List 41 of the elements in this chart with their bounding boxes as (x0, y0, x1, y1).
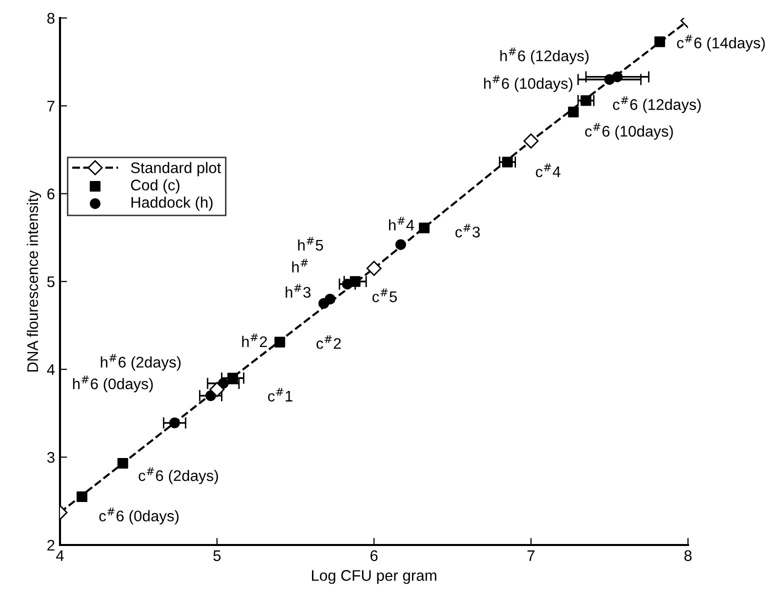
point (502, 156, 513, 168)
legend-label: Haddock (h) (132, 196, 213, 211)
y-tick-label: 2 (47, 540, 54, 551)
y-tick-label: 6 (47, 188, 54, 200)
legend-label: Cod (c) (131, 179, 180, 194)
annotation: c$^{#}$1 (268, 388, 292, 402)
annotation: c$^{#}$5 (372, 288, 397, 302)
annotation: c$^{#}$3 (455, 224, 480, 238)
annotation: c$^{#}$4 (536, 164, 560, 178)
point (209, 382, 225, 398)
annotation: c$^{#}$6 (2days) (138, 467, 218, 484)
annotation: h$^{#}$6 (0days) (73, 376, 153, 392)
annotation: h$^{#}$6 (12days) (500, 48, 589, 64)
annotation: h$^{#}$4 (389, 216, 414, 230)
point (523, 133, 539, 149)
y-axis-title: DNA flourescence intensity (26, 190, 42, 372)
y-tick-label: 5 (47, 276, 54, 288)
annotation: h$^{#}$5 (298, 236, 323, 251)
x-axis-title: Log CFU per gram (312, 570, 436, 584)
annotation: h$^{#}$3 (286, 284, 311, 298)
annotation: c$^{#}$6 (10days) (585, 123, 673, 140)
annotation: h$^{#}$6 (2days) (100, 354, 181, 371)
annotation: c$^{#}$6 (14days) (677, 34, 765, 52)
x-tick-label: 8 (684, 550, 692, 562)
point (366, 260, 382, 276)
x-tick-label: 5 (213, 550, 221, 562)
annotation: h$^{#}$ (292, 258, 308, 272)
y-tick-label: 3 (47, 452, 54, 463)
annotation: c$^{#}$6 (0days) (99, 508, 179, 524)
x-tick-label: 7 (528, 550, 534, 561)
point (568, 106, 579, 118)
y-tick-label: 8 (47, 12, 54, 24)
annotation: c$^{#}$6 (12days) (612, 96, 701, 114)
y-tick-label: 7 (47, 100, 54, 112)
legend-label: Standard plot (130, 162, 222, 176)
annotation: h$^{#}$2 (242, 333, 267, 347)
annotation: h$^{#}$6 (10days) (484, 75, 572, 92)
x-tick-label: 4 (56, 550, 64, 561)
y-tick-label: 4 (46, 364, 55, 375)
x-tick-label: 6 (370, 550, 378, 562)
annotation: c$^{#}$2 (316, 335, 341, 349)
